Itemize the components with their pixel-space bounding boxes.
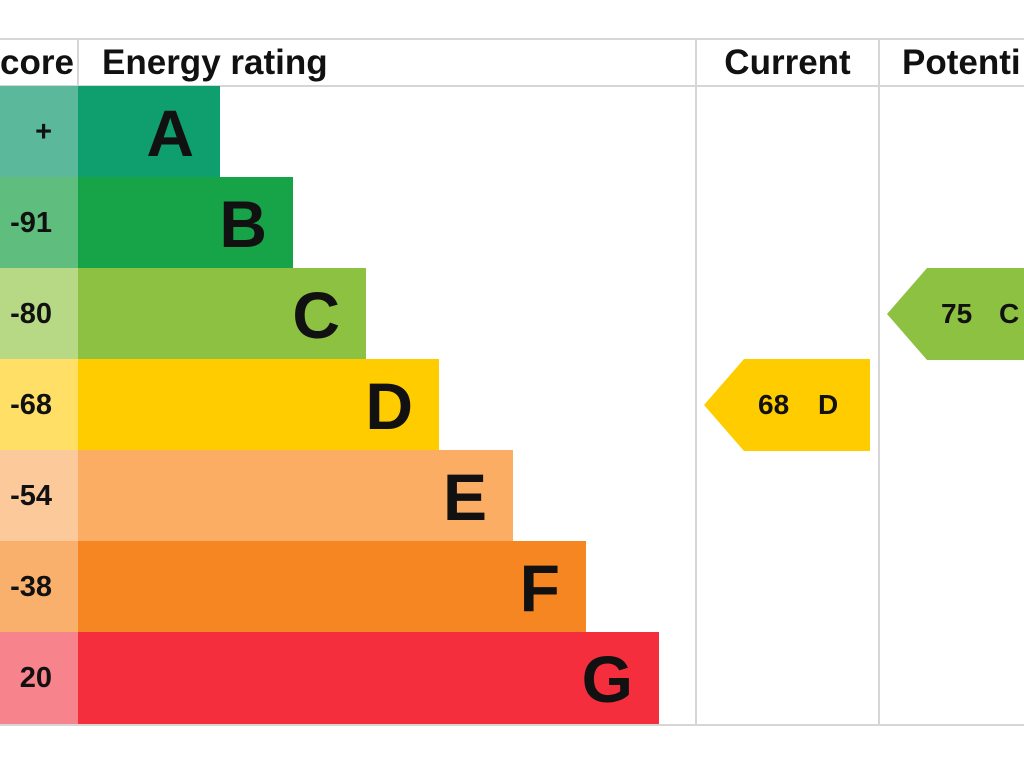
score-column-divider xyxy=(77,38,79,86)
potential-rating-value: 75 xyxy=(941,298,973,329)
band-bar: D xyxy=(78,359,439,451)
score-cell xyxy=(0,268,78,360)
band-bar: A xyxy=(78,86,220,178)
current-column-header: Current xyxy=(724,43,851,82)
score-range: -68 xyxy=(10,389,52,421)
energy-rating-header: Energy rating xyxy=(102,43,328,82)
score-range: -38 xyxy=(10,571,52,603)
band-letter: B xyxy=(219,187,267,261)
current-rating-value: 68 xyxy=(758,389,790,420)
score-column-header: core xyxy=(0,43,74,82)
band-bar: B xyxy=(78,177,293,269)
current-rating-arrow: 68 D xyxy=(704,359,870,451)
table-top-border xyxy=(0,38,1024,40)
current-rating-letter: D xyxy=(818,389,839,420)
band-bar: E xyxy=(78,450,513,542)
potential-rating-letter: C xyxy=(999,298,1020,329)
band-letter: A xyxy=(146,96,194,170)
potential-arrow-shape xyxy=(887,268,1024,360)
header-bottom-border xyxy=(0,85,1024,87)
score-range: 20 xyxy=(19,662,52,694)
score-range: -80 xyxy=(10,298,52,330)
rating-column-divider xyxy=(695,38,697,726)
band-letter: D xyxy=(365,369,413,443)
table-bottom-border xyxy=(0,724,1024,726)
score-cell xyxy=(0,632,78,724)
score-range: -54 xyxy=(10,480,52,512)
band-bar: G xyxy=(78,632,659,724)
potential-column-header: Potenti xyxy=(902,43,1021,82)
potential-rating-arrow: 75 C xyxy=(887,268,1024,360)
band-letter: C xyxy=(292,278,340,352)
current-arrow-shape xyxy=(704,359,870,451)
score-cell xyxy=(0,177,78,269)
band-letter: E xyxy=(442,460,487,534)
score-cell xyxy=(0,450,78,542)
band-bar: C xyxy=(78,268,366,360)
score-range: + xyxy=(35,116,52,148)
score-range: -91 xyxy=(10,207,52,239)
score-cell xyxy=(0,541,78,633)
current-column-divider xyxy=(878,38,880,726)
score-cell xyxy=(0,359,78,451)
band-letter: F xyxy=(519,551,560,625)
band-letter: G xyxy=(581,642,633,716)
score-cell xyxy=(0,86,78,178)
band-bar: F xyxy=(78,541,586,633)
